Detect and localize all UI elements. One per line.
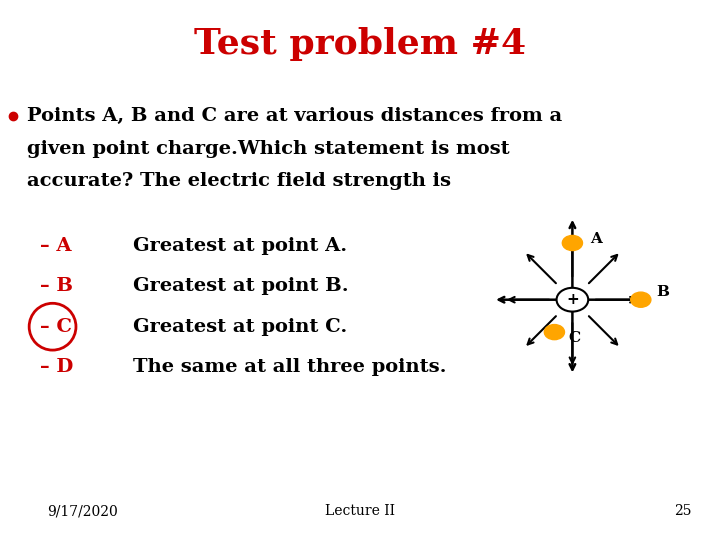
Text: B: B	[657, 285, 670, 299]
Text: given point charge.Which statement is most: given point charge.Which statement is mo…	[27, 139, 510, 158]
Text: Greatest at point B.: Greatest at point B.	[133, 277, 348, 295]
Circle shape	[631, 292, 651, 307]
Text: A: A	[590, 232, 602, 246]
Text: Greatest at point A.: Greatest at point A.	[133, 237, 347, 255]
Text: Points A, B and C are at various distances from a: Points A, B and C are at various distanc…	[27, 107, 562, 125]
Text: – A: – A	[40, 237, 71, 255]
Text: 25: 25	[674, 504, 691, 518]
Circle shape	[544, 325, 564, 340]
Text: – D: – D	[40, 358, 73, 376]
Text: Greatest at point C.: Greatest at point C.	[133, 318, 348, 336]
Text: – B: – B	[40, 277, 73, 295]
Text: accurate? The electric field strength is: accurate? The electric field strength is	[27, 172, 451, 190]
Circle shape	[557, 288, 588, 312]
Text: – C: – C	[40, 318, 71, 336]
Circle shape	[562, 235, 582, 251]
Text: The same at all three points.: The same at all three points.	[133, 358, 446, 376]
Text: 9/17/2020: 9/17/2020	[47, 504, 117, 518]
Text: +: +	[566, 292, 579, 307]
Text: Test problem #4: Test problem #4	[194, 27, 526, 61]
Text: C: C	[569, 330, 581, 345]
Text: Lecture II: Lecture II	[325, 504, 395, 518]
